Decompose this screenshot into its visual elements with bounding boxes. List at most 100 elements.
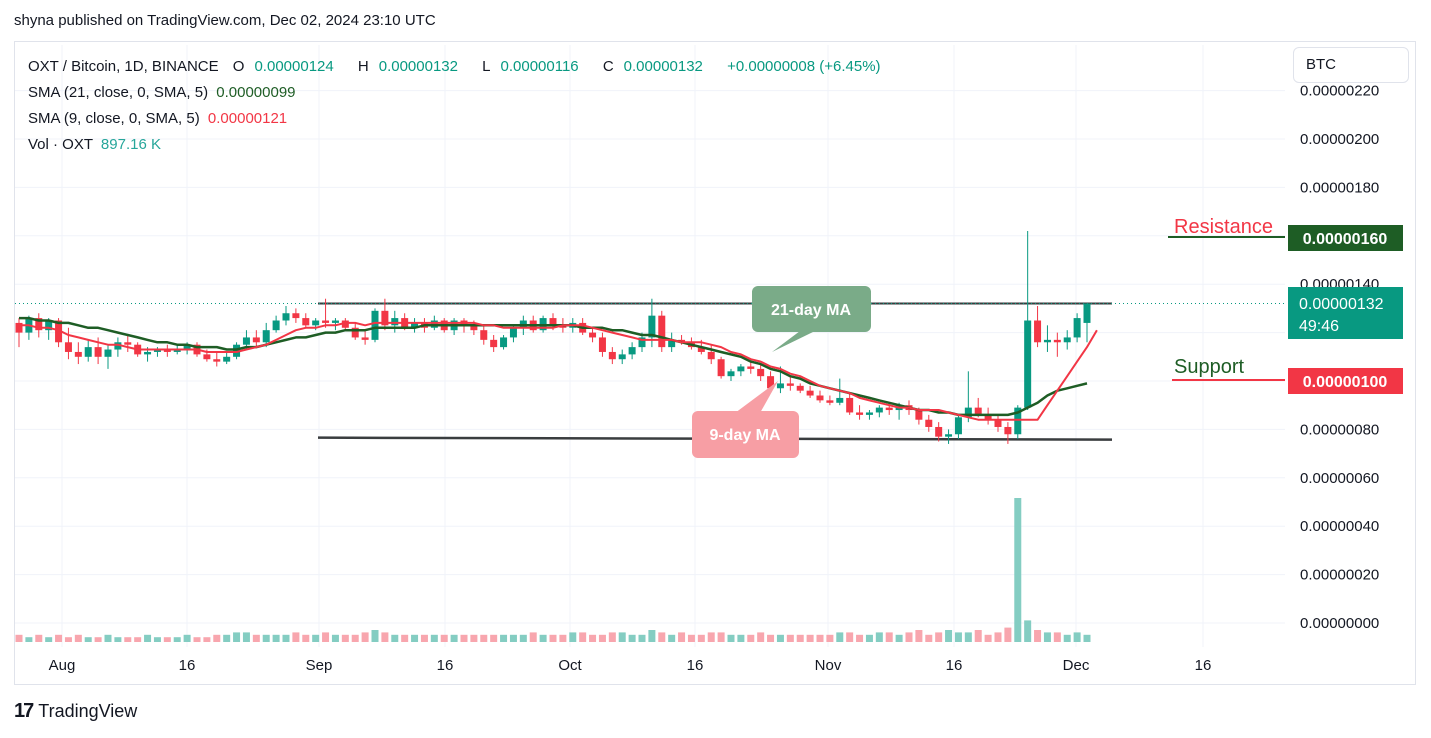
footer-brand[interactable]: 17 TradingView bbox=[14, 700, 137, 723]
volume-bar bbox=[579, 632, 587, 642]
volume-bar bbox=[658, 632, 666, 642]
symbol-label[interactable]: OXT / Bitcoin, 1D, BINANCE bbox=[28, 58, 219, 75]
volume-bar bbox=[707, 632, 715, 642]
candle-body bbox=[371, 310, 379, 340]
y-tick-label: 0.00000180 bbox=[1300, 179, 1379, 196]
candle-body bbox=[875, 407, 883, 413]
candle-body bbox=[104, 349, 112, 357]
candle-body bbox=[826, 400, 834, 403]
x-tick-label: 16 bbox=[687, 657, 704, 674]
ma21-callout bbox=[752, 286, 871, 332]
ma9-callout-text: 9-day MA bbox=[709, 427, 781, 444]
sma9-row[interactable]: SMA (9, close, 0, SMA, 5) 0.00000121 bbox=[28, 106, 891, 132]
candle-body bbox=[272, 320, 280, 331]
volume-bar bbox=[816, 634, 824, 642]
y-tick-label: 0.00000200 bbox=[1300, 131, 1379, 148]
volume-bar bbox=[895, 634, 903, 642]
volume-bar bbox=[213, 634, 221, 642]
candle-body bbox=[974, 407, 982, 415]
candle-body bbox=[223, 356, 231, 362]
volume-bar bbox=[401, 634, 409, 642]
candle-body bbox=[954, 417, 962, 435]
volume-bar bbox=[242, 632, 250, 642]
candle-body bbox=[984, 414, 992, 420]
candle-body bbox=[55, 320, 63, 343]
volume-bar bbox=[480, 634, 488, 642]
low-label: L bbox=[482, 58, 491, 75]
change-value: +0.00000008 (+6.45%) bbox=[727, 58, 881, 75]
candle-body bbox=[935, 426, 943, 437]
candle-body bbox=[163, 349, 171, 352]
volume-bar bbox=[539, 634, 547, 642]
candle-body bbox=[114, 342, 122, 350]
ohlc-row: OXT / Bitcoin, 1D, BINANCE O 0.00000124 H… bbox=[28, 54, 891, 80]
candle-body bbox=[747, 366, 755, 369]
y-tick-label: 0.00000020 bbox=[1300, 567, 1379, 584]
volume-bar bbox=[865, 634, 873, 642]
resistance-price: 0.00000160 bbox=[1303, 231, 1388, 248]
volume-bar bbox=[885, 632, 893, 642]
volume-bar bbox=[1034, 630, 1042, 642]
candle-body bbox=[312, 320, 320, 326]
candle-body bbox=[885, 407, 893, 411]
volume-bar bbox=[411, 634, 419, 642]
candle-body bbox=[786, 383, 794, 386]
resistance-label: Resistance bbox=[1174, 216, 1273, 238]
candle-body bbox=[628, 347, 636, 355]
volume-bar bbox=[776, 634, 784, 642]
volume-bar bbox=[628, 634, 636, 642]
open-label: O bbox=[232, 58, 245, 75]
volume-bar bbox=[954, 632, 962, 642]
candle-body bbox=[598, 337, 606, 352]
volume-bar bbox=[648, 630, 656, 642]
volume-bar bbox=[312, 634, 320, 642]
currency-button[interactable]: BTC bbox=[1293, 47, 1409, 83]
volume-bar bbox=[104, 634, 112, 642]
volume-bar bbox=[1024, 620, 1032, 642]
volume-bar bbox=[55, 634, 63, 642]
candle-body bbox=[865, 412, 873, 415]
candle-body bbox=[509, 327, 517, 338]
tradingview-logo-icon: 17 bbox=[14, 700, 34, 722]
candle-body bbox=[480, 330, 488, 340]
candle-body bbox=[964, 407, 972, 418]
volume-bar bbox=[302, 634, 310, 642]
candle-body bbox=[213, 359, 221, 362]
candle-body bbox=[331, 320, 339, 323]
volume-row[interactable]: Vol · OXT 897.16 K bbox=[28, 132, 891, 158]
candle-body bbox=[361, 337, 369, 340]
volume-value: 897.16 K bbox=[100, 136, 161, 153]
volume-bar bbox=[163, 637, 171, 642]
candle-body bbox=[757, 368, 765, 377]
low-value: 0.00000116 bbox=[500, 58, 579, 75]
volume-bar bbox=[223, 634, 231, 642]
candle-body bbox=[203, 354, 211, 360]
candle-body bbox=[549, 318, 557, 326]
sma9-line bbox=[19, 321, 1098, 421]
candle-body bbox=[925, 419, 933, 427]
volume-bar bbox=[25, 637, 33, 642]
volume-bar bbox=[974, 630, 982, 642]
volume-bar bbox=[618, 632, 626, 642]
candle-body bbox=[915, 410, 923, 420]
y-tick-label: 0.00000220 bbox=[1300, 83, 1379, 100]
volume-bar bbox=[727, 634, 735, 642]
candle-body bbox=[74, 351, 82, 357]
sma21-row[interactable]: SMA (21, close, 0, SMA, 5) 0.00000099 bbox=[28, 80, 891, 106]
volume-bar bbox=[608, 632, 616, 642]
volume-bar bbox=[519, 634, 527, 642]
candle-body bbox=[94, 347, 102, 357]
volume-bar bbox=[549, 634, 557, 642]
candle-body bbox=[638, 337, 646, 348]
volume-bar bbox=[786, 634, 794, 642]
volume-bar bbox=[64, 637, 72, 642]
candle-body bbox=[124, 342, 132, 345]
y-tick-label: 0.00000040 bbox=[1300, 518, 1379, 535]
candle-body bbox=[707, 351, 715, 360]
volume-bar bbox=[430, 634, 438, 642]
volume-bar bbox=[282, 634, 290, 642]
ma21-callout-text: 21-day MA bbox=[771, 302, 851, 319]
volume-bar bbox=[678, 632, 686, 642]
candle-body bbox=[144, 351, 152, 355]
